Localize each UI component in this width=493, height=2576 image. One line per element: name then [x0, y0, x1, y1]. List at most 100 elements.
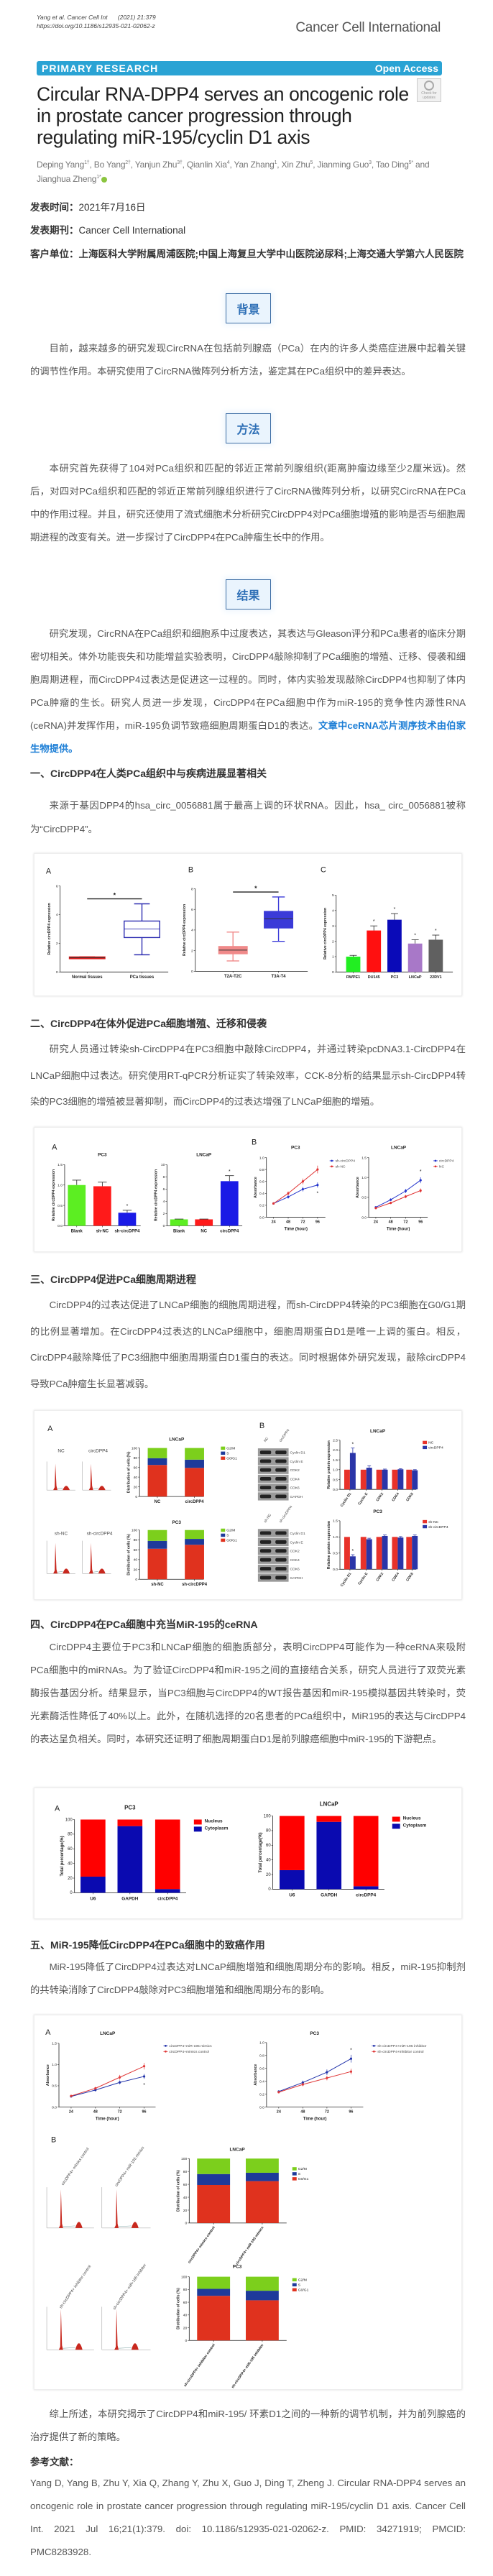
x-tick-label: 72 — [325, 2110, 329, 2114]
g1-peak — [114, 2309, 119, 2350]
author-name[interactable]: Jianming Guo — [317, 160, 369, 170]
legend-label: NC — [439, 1164, 445, 1169]
open-access-label: Open Access — [374, 63, 438, 74]
x-tick-label: 24 — [69, 2110, 74, 2114]
y-tick-label: 60 — [266, 1844, 271, 1848]
protein-band — [275, 1531, 287, 1535]
legend-swatch — [292, 2172, 297, 2176]
x-axis-label: Time (hour) — [96, 2117, 119, 2121]
flow-sample-label: circDPP4 — [88, 1449, 108, 1454]
doi-link[interactable]: https://doi.org/10.1186/s12935-021-02062… — [37, 22, 155, 29]
author-name[interactable]: Qianlin Xia — [186, 160, 227, 170]
author-name[interactable]: Yanjun Zhu — [134, 160, 178, 170]
y-axis-label: Total percentage(%) — [60, 1836, 65, 1876]
protein-band — [275, 1567, 287, 1571]
author-name[interactable]: Deping Yang — [37, 160, 85, 170]
y-tick-label: 1.0 — [361, 1176, 367, 1180]
x-tick-label: LNCaP — [409, 975, 422, 980]
author-name[interactable]: Tao Ding — [375, 160, 409, 170]
x-tick-label: U6 — [90, 1896, 96, 1901]
y-tick-label: 0.0 — [361, 1215, 367, 1220]
g1-peak — [58, 2189, 63, 2228]
stacked-segment-g0g1 — [185, 1468, 204, 1497]
series-line-0 — [70, 2076, 144, 2097]
y-tick-label: 2 — [332, 939, 334, 944]
publish-journal-value: Cancer Cell International — [78, 225, 186, 236]
client-units-label: 客户单位： — [30, 249, 79, 259]
panel-label: A — [46, 868, 52, 876]
y-tick-label: 100 — [181, 2275, 188, 2279]
author-name[interactable]: Xin Zhu — [281, 160, 310, 170]
y-tick-label: 1.5 — [52, 2042, 57, 2046]
data-point — [272, 1202, 275, 1205]
stacked-segment-g0g1 — [246, 2300, 279, 2341]
flow-sample-label: sh-NC — [55, 1532, 68, 1537]
y-axis-label: Distribution of cells (%) — [126, 1451, 131, 1493]
x-tick-label: PC3 — [391, 975, 399, 980]
blot-strip — [257, 1457, 289, 1466]
y-tick-label: 0.5 — [333, 1552, 338, 1556]
data-point — [419, 1179, 422, 1182]
y-axis-label: Relative circDPP4 expression — [52, 1169, 56, 1221]
box-plot-0 — [68, 956, 106, 960]
bar — [392, 1537, 398, 1570]
significance-star: * — [254, 885, 257, 892]
bar — [376, 1537, 382, 1570]
bar — [360, 1469, 367, 1490]
y-tick-label: 20 — [266, 1873, 271, 1877]
bar — [68, 1184, 86, 1226]
results-highlight-link[interactable]: 文章中ceRNA芯片测序技术由伯家生物提供。 — [30, 720, 466, 754]
flow-sample-label: NC — [57, 1449, 65, 1454]
author-name[interactable]: Bo Yang — [93, 160, 126, 170]
chart-title: LNCaP — [229, 2147, 245, 2152]
x-tick-label: 48 — [300, 2110, 305, 2114]
x-tick-label: 96 — [142, 2110, 147, 2114]
author-affiliation: 3 — [369, 160, 372, 165]
g1-peak — [88, 1463, 93, 1491]
bar — [170, 1219, 188, 1226]
y-tick-label: 60 — [134, 1466, 138, 1470]
y-tick-label: 10 — [161, 1163, 165, 1167]
x-tick-label: 24 — [277, 2110, 282, 2114]
author-name[interactable]: Yan Zhang — [234, 160, 275, 170]
check-for-updates-badge[interactable]: Check for updates — [417, 78, 441, 102]
band-label: Cyclin E — [290, 1540, 304, 1545]
protein-band — [275, 1486, 287, 1490]
y-tick-label: 1.5 — [333, 1519, 338, 1524]
box-plot-1 — [264, 896, 294, 942]
stacked-segment-nucleus — [353, 1816, 379, 1887]
data-point — [326, 2076, 328, 2079]
stacked-segment-g2m — [185, 1530, 204, 1540]
article-type-banner: PRIMARY RESEARCH Open Access — [37, 61, 442, 75]
data-point — [94, 2089, 97, 2092]
y-tick-label: 0 — [191, 970, 193, 974]
x-tick-label: U6 — [289, 1892, 295, 1898]
panel-label: B — [259, 1422, 264, 1430]
legend-swatch — [221, 1528, 226, 1532]
stacked-segment-nucleus — [280, 1816, 305, 1870]
publish-journal-label: 发表期刊： — [30, 225, 79, 236]
y-tick-label: 6 — [56, 884, 58, 888]
y-axis-label: Relative circDPP4 expression — [323, 908, 328, 960]
authors-and: and — [413, 160, 430, 170]
author-name[interactable]: Jianghua Zheng — [37, 174, 97, 184]
box — [124, 920, 160, 939]
y-tick-label: 60 — [183, 2183, 188, 2187]
article-title: Circular RNA-DPP4 serves an oncogenic ro… — [37, 83, 409, 148]
author-affiliation: 5* — [408, 160, 413, 165]
protein-band — [259, 1468, 272, 1472]
stacked-segment-g2m — [147, 1448, 167, 1458]
chart-box-panel: 0 2 4 6 Relative circDPP4 expression * Normal … — [47, 884, 169, 980]
bar — [366, 1539, 372, 1570]
y-tick-label: 1.5 — [57, 1163, 63, 1167]
y-tick-label: 80 — [134, 1456, 138, 1460]
protein-band — [259, 1459, 272, 1463]
legend-swatch — [292, 2288, 297, 2292]
x-tick-label: sh-circDPP4+ inhibitor control — [183, 2342, 216, 2388]
series-line-0 — [278, 2058, 351, 2092]
stacked-segment-s — [246, 2291, 279, 2301]
protein-band — [275, 1476, 287, 1481]
orcid-icon[interactable] — [101, 176, 107, 183]
